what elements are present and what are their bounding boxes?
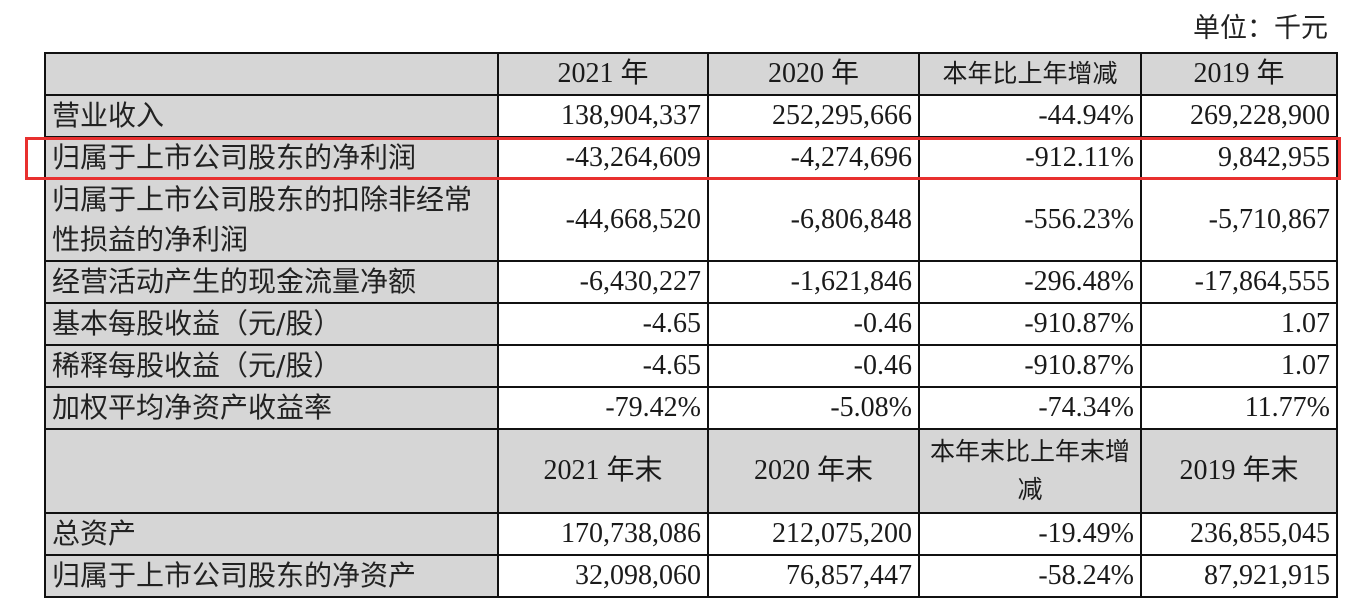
cell-value: -58.24% — [918, 554, 1142, 598]
cell-value: -910.87% — [918, 344, 1142, 388]
header-2020: 2020 年 — [707, 52, 920, 96]
cell-value: -296.48% — [918, 260, 1142, 304]
header-2019-end: 2019 年末 — [1140, 428, 1338, 514]
cell-value: 76,857,447 — [707, 554, 920, 598]
cell-value: 269,228,900 — [1140, 94, 1338, 138]
table-row: 稀释每股收益（元/股） -4.65 -0.46 -910.87% 1.07 — [44, 344, 1338, 388]
row-label: 归属于上市公司股东的净资产 — [44, 554, 499, 598]
table-header-row: 2021 年 2020 年 本年比上年增减 2019 年 — [44, 52, 1338, 96]
cell-value: -5,710,867 — [1140, 178, 1338, 262]
row-label: 基本每股收益（元/股） — [44, 302, 499, 346]
cell-value: -912.11% — [918, 136, 1142, 180]
cell-value: 138,904,337 — [497, 94, 709, 138]
table-row-highlighted: 归属于上市公司股东的净利润 -43,264,609 -4,274,696 -91… — [44, 136, 1338, 180]
row-label: 总资产 — [44, 512, 499, 556]
row-label: 营业收入 — [44, 94, 499, 138]
cell-value: 11.77% — [1140, 386, 1338, 430]
cell-value: 212,075,200 — [707, 512, 920, 556]
cell-value: 87,921,915 — [1140, 554, 1338, 598]
header-yoy-end-change: 本年末比上年末增减 — [918, 428, 1142, 514]
cell-value: -79.42% — [497, 386, 709, 430]
cell-value: -4.65 — [497, 302, 709, 346]
header-yoy-change: 本年比上年增减 — [918, 52, 1142, 96]
table-row: 营业收入 138,904,337 252,295,666 -44.94% 269… — [44, 94, 1338, 138]
row-label: 归属于上市公司股东的净利润 — [44, 136, 499, 180]
cell-value: -6,806,848 — [707, 178, 920, 262]
cell-value: -17,864,555 — [1140, 260, 1338, 304]
cell-value: -44.94% — [918, 94, 1142, 138]
cell-value: -0.46 — [707, 302, 920, 346]
row-label: 经营活动产生的现金流量净额 — [44, 260, 499, 304]
header-2021: 2021 年 — [497, 52, 709, 96]
cell-value: 1.07 — [1140, 344, 1338, 388]
table-row: 经营活动产生的现金流量净额 -6,430,227 -1,621,846 -296… — [44, 260, 1338, 304]
cell-value: -74.34% — [918, 386, 1142, 430]
cell-value: -4.65 — [497, 344, 709, 388]
cell-value: 170,738,086 — [497, 512, 709, 556]
cell-value: 252,295,666 — [707, 94, 920, 138]
cell-value: -4,274,696 — [707, 136, 920, 180]
cell-value: -44,668,520 — [497, 178, 709, 262]
header-2021-end: 2021 年末 — [497, 428, 709, 514]
cell-value: -43,264,609 — [497, 136, 709, 180]
cell-value: -5.08% — [707, 386, 920, 430]
cell-value: 9,842,955 — [1140, 136, 1338, 180]
financial-summary-table: 2021 年 2020 年 本年比上年增减 2019 年 营业收入 138,90… — [44, 52, 1338, 598]
header-blank-cell — [44, 52, 499, 96]
unit-label: 单位：千元 — [1193, 13, 1328, 44]
row-label: 归属于上市公司股东的扣除非经常性损益的净利润 — [44, 178, 499, 262]
row-label: 稀释每股收益（元/股） — [44, 344, 499, 388]
table-row: 归属于上市公司股东的净资产 32,098,060 76,857,447 -58.… — [44, 554, 1338, 598]
table-row: 总资产 170,738,086 212,075,200 -19.49% 236,… — [44, 512, 1338, 556]
cell-value: -556.23% — [918, 178, 1142, 262]
table-header-row-2: 2021 年末 2020 年末 本年末比上年末增减 2019 年末 — [44, 428, 1338, 514]
cell-value: -0.46 — [707, 344, 920, 388]
table-row: 基本每股收益（元/股） -4.65 -0.46 -910.87% 1.07 — [44, 302, 1338, 346]
cell-value: 32,098,060 — [497, 554, 709, 598]
cell-value: -910.87% — [918, 302, 1142, 346]
header-2020-end: 2020 年末 — [707, 428, 920, 514]
header-2019: 2019 年 — [1140, 52, 1338, 96]
cell-value: -6,430,227 — [497, 260, 709, 304]
cell-value: -19.49% — [918, 512, 1142, 556]
cell-value: 236,855,045 — [1140, 512, 1338, 556]
cell-value: -1,621,846 — [707, 260, 920, 304]
cell-value: 1.07 — [1140, 302, 1338, 346]
header-blank-cell — [44, 428, 499, 514]
row-label: 加权平均净资产收益率 — [44, 386, 499, 430]
table-row: 加权平均净资产收益率 -79.42% -5.08% -74.34% 11.77% — [44, 386, 1338, 430]
table-row: 归属于上市公司股东的扣除非经常性损益的净利润 -44,668,520 -6,80… — [44, 178, 1338, 262]
